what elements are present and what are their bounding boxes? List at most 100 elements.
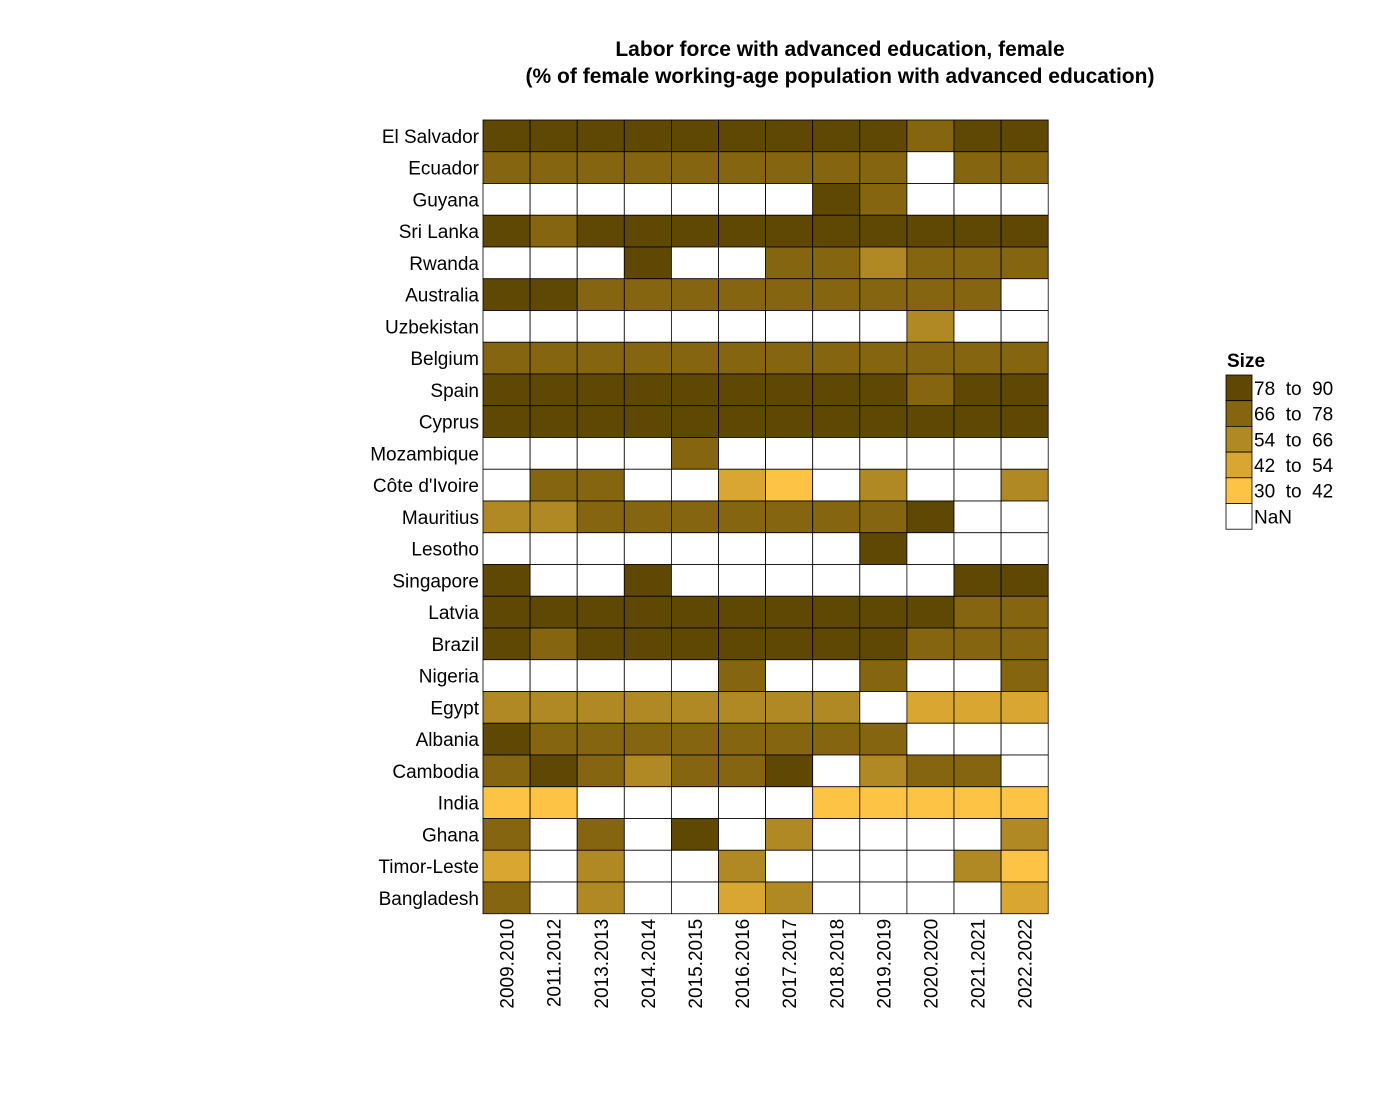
heatmap-cell (1000, 532, 1049, 565)
heatmap-cell (812, 691, 861, 724)
heatmap-cell (859, 151, 908, 184)
heatmap-cell (765, 341, 814, 375)
heatmap-cell (576, 278, 625, 311)
heatmap-cell (906, 151, 955, 184)
heatmap-cell (1000, 849, 1049, 883)
heatmap-cell (906, 468, 955, 502)
heatmap-cell (482, 691, 531, 724)
heatmap-cell (718, 881, 766, 915)
heatmap-cell (576, 246, 625, 280)
heatmap-cell (953, 373, 1002, 407)
heatmap-cell (576, 468, 625, 502)
heatmap-cell (482, 627, 531, 661)
heatmap-cell (671, 659, 719, 692)
chart-title: Labor force with advanced education, fem… (615, 38, 1065, 61)
heatmap-cell (529, 818, 578, 851)
year-label: 2015.2015 (686, 919, 707, 1009)
heatmap-cell (812, 564, 861, 597)
heatmap-cell (576, 405, 625, 438)
heatmap-cell (953, 500, 1002, 534)
legend-title: Size (1227, 351, 1266, 372)
heatmap-cell (671, 437, 719, 470)
heatmap-cell (529, 278, 578, 311)
heatmap-cell (718, 119, 766, 153)
heatmap-cell (1000, 691, 1049, 724)
heatmap-cell (718, 151, 766, 184)
heatmap-cell (576, 310, 625, 343)
heatmap-cell (529, 500, 578, 534)
heatmap-cell (576, 786, 625, 819)
heatmap-cell (859, 405, 908, 438)
heatmap-cell (623, 278, 672, 311)
heatmap-cell (765, 405, 814, 438)
heatmap-cell (1000, 119, 1049, 153)
country-label: El Salvador (382, 127, 480, 148)
heatmap-cell (529, 151, 578, 184)
heatmap-cell (906, 564, 955, 597)
heatmap-cell (529, 246, 578, 280)
heatmap-cell (623, 310, 672, 343)
legend: 78 to 90 66 to 78 54 to 66 42 to 54 30 to 42… (1225, 374, 1334, 530)
heatmap-cell (623, 246, 672, 280)
heatmap-cell (623, 119, 672, 153)
heatmap-cell (529, 437, 578, 470)
heatmap-cell (576, 627, 625, 661)
year-label: 2021.2021 (969, 919, 990, 1009)
heatmap-cell (906, 818, 955, 851)
heatmap-cell (953, 564, 1002, 597)
heatmap-cell (859, 278, 908, 311)
heatmap-cell (953, 468, 1002, 502)
heatmap-cell (529, 595, 578, 629)
country-label: Bangladesh (379, 889, 479, 910)
heatmap-cell (1000, 310, 1049, 343)
heatmap-cells (482, 119, 1049, 915)
heatmap-cell (529, 786, 578, 819)
heatmap-cell (906, 532, 955, 565)
heatmap-cell (1000, 437, 1049, 470)
heatmap-cell (671, 595, 719, 629)
heatmap-cell (671, 500, 719, 534)
heatmap-cell (906, 849, 955, 883)
heatmap-cell (812, 437, 861, 470)
heatmap-cell (953, 595, 1002, 629)
heatmap-cell (482, 341, 531, 375)
heatmap-cell (529, 341, 578, 375)
heatmap-cell (859, 691, 908, 724)
heatmap-cell (859, 564, 908, 597)
heatmap-cell (718, 818, 766, 851)
heatmap-cell (482, 214, 531, 248)
heatmap-cell (906, 373, 955, 407)
year-label: 2022.2022 (1016, 919, 1037, 1009)
heatmap-cell (671, 881, 719, 915)
heatmap-cell (765, 310, 814, 343)
heatmap-cell (906, 341, 955, 375)
year-label: 2009.2010 (498, 919, 519, 1009)
heatmap-cell (576, 849, 625, 883)
heatmap-cell (529, 722, 578, 756)
heatmap-cell (576, 818, 625, 851)
heatmap-cell (953, 183, 1002, 216)
heatmap-cell (765, 818, 814, 851)
heatmap-cell (671, 691, 719, 724)
heatmap-cell (623, 151, 672, 184)
heatmap-cell (718, 659, 766, 692)
heatmap-cell (623, 849, 672, 883)
heatmap-cell (623, 214, 672, 248)
country-label: Brazil (431, 635, 479, 656)
heatmap-cell (812, 341, 861, 375)
heatmap-cell (671, 246, 719, 280)
heatmap-cell (953, 881, 1002, 915)
legend-swatch (1225, 374, 1253, 402)
heatmap-cell (906, 595, 955, 629)
legend-swatch (1225, 451, 1253, 479)
country-label: Uzbekistan (385, 317, 479, 338)
country-label: Latvia (428, 603, 479, 624)
heatmap-cell (1000, 214, 1049, 248)
heatmap-cell (812, 310, 861, 343)
country-label: Albania (416, 730, 480, 751)
heatmap-cell (765, 119, 814, 153)
heatmap-cell (859, 373, 908, 407)
year-label: 2017.2017 (780, 919, 801, 1009)
heatmap-cell (765, 627, 814, 661)
heatmap-cell (765, 786, 814, 819)
